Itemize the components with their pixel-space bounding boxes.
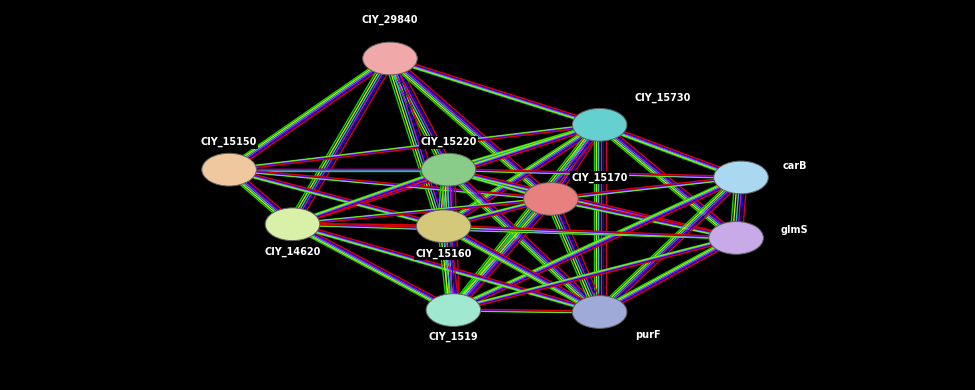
Text: glmS: glmS (781, 225, 808, 235)
Text: purF: purF (636, 330, 661, 340)
Ellipse shape (416, 210, 471, 243)
Text: CIY_1519: CIY_1519 (429, 332, 478, 342)
Ellipse shape (426, 294, 481, 326)
Text: CIY_15170: CIY_15170 (571, 172, 628, 183)
Text: CIY_15160: CIY_15160 (415, 248, 472, 259)
Ellipse shape (572, 108, 627, 141)
Text: CIY_14620: CIY_14620 (264, 246, 321, 257)
Text: CIY_15150: CIY_15150 (201, 137, 257, 147)
Text: carB: carB (782, 161, 807, 171)
Ellipse shape (265, 208, 320, 241)
Text: CIY_15220: CIY_15220 (420, 137, 477, 147)
Ellipse shape (714, 161, 768, 194)
Ellipse shape (524, 183, 578, 215)
Text: CIY_29840: CIY_29840 (362, 14, 418, 25)
Text: CIY_15730: CIY_15730 (635, 92, 691, 103)
Ellipse shape (709, 222, 763, 254)
Ellipse shape (421, 153, 476, 186)
Ellipse shape (363, 42, 417, 75)
Ellipse shape (202, 153, 256, 186)
Ellipse shape (572, 296, 627, 328)
